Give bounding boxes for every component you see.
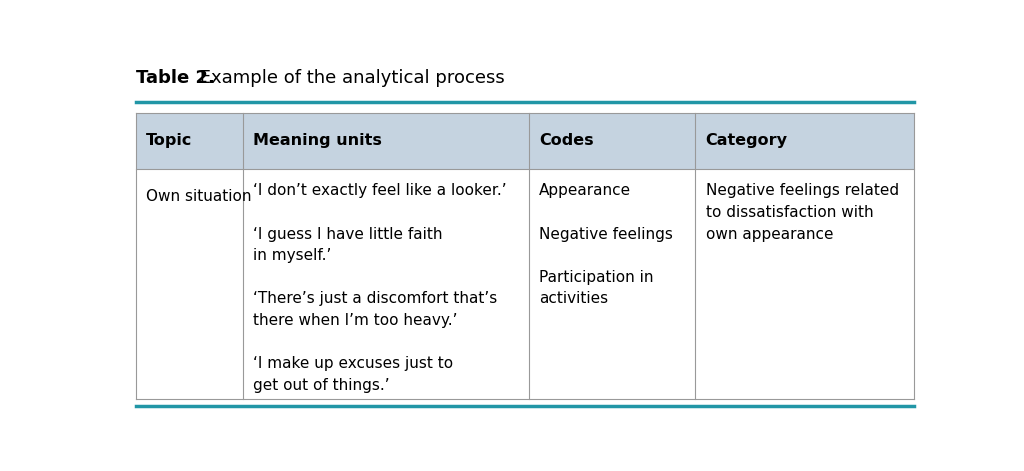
Bar bbox=[136, 169, 913, 399]
Text: Own situation: Own situation bbox=[146, 189, 252, 204]
Text: Category: Category bbox=[706, 133, 787, 148]
Text: Negative feelings related
to dissatisfaction with
own appearance: Negative feelings related to dissatisfac… bbox=[706, 184, 899, 242]
Text: Topic: Topic bbox=[146, 133, 193, 148]
Text: ‘I don’t exactly feel like a looker.’

‘I guess I have little faith
in myself.’
: ‘I don’t exactly feel like a looker.’ ‘I… bbox=[253, 184, 507, 393]
Text: Codes: Codes bbox=[539, 133, 594, 148]
Text: Meaning units: Meaning units bbox=[253, 133, 382, 148]
Text: Table 2.: Table 2. bbox=[136, 69, 215, 87]
Bar bbox=[136, 113, 913, 169]
Text: Appearance

Negative feelings

Participation in
activities: Appearance Negative feelings Participati… bbox=[539, 184, 673, 307]
Text: Example of the analytical process: Example of the analytical process bbox=[194, 69, 505, 87]
